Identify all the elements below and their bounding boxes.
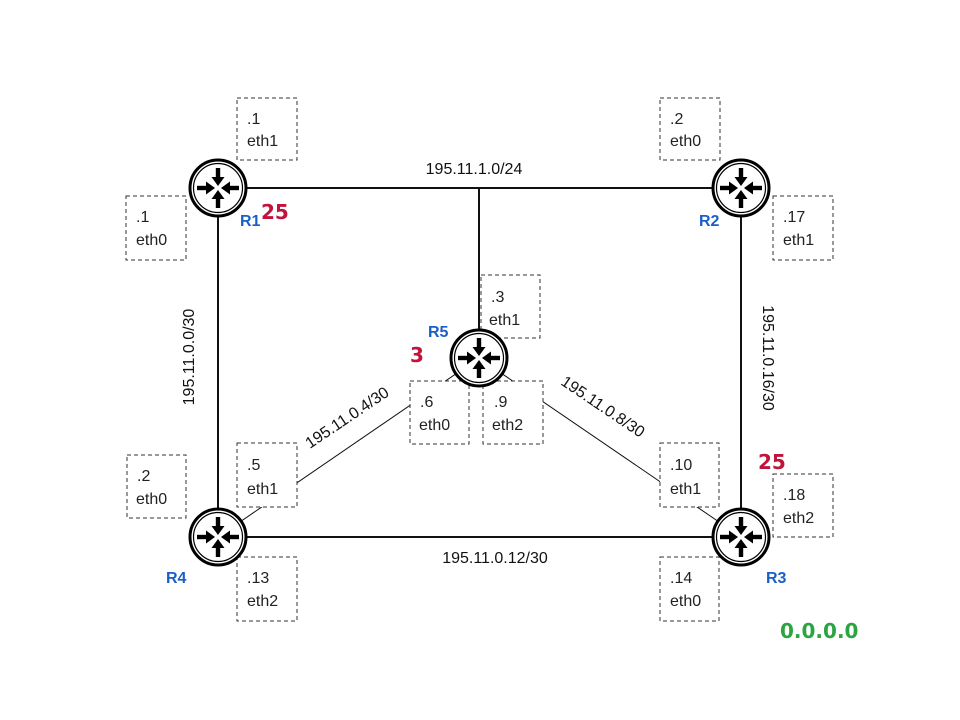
interface-name: eth1	[247, 481, 278, 498]
interface-box-r4-eth0: .2 eth0	[126, 454, 187, 519]
router-label: R4	[166, 570, 187, 587]
router-icon	[188, 507, 248, 567]
router-icon	[711, 158, 771, 218]
network-label-r4-r3: 195.11.0.12/30	[442, 550, 548, 567]
interface-box-r4-eth2: .13 eth2	[236, 556, 298, 622]
router-r3[interactable]: R3	[711, 507, 787, 587]
interface-name: eth1	[783, 232, 814, 249]
router-icon	[449, 328, 509, 388]
interface-name: eth0	[136, 491, 167, 508]
interface-addr: .18	[783, 487, 805, 504]
interface-addr: .1	[247, 111, 260, 128]
interface-addr: .14	[670, 570, 692, 587]
interface-name: eth0	[670, 593, 701, 610]
router-label: R1	[240, 213, 261, 230]
router-icon	[188, 158, 248, 218]
router-r1[interactable]: R1	[188, 158, 261, 230]
interface-name: eth1	[489, 312, 520, 329]
interface-box-r5-eth2: .9 eth2	[482, 380, 544, 445]
interface-name: eth1	[670, 481, 701, 498]
network-label-r2-r3: 195.11.0.16/30	[759, 305, 776, 411]
cost-label-r3: 25	[758, 450, 786, 474]
network-label-r1-r2-r5: 195.11.1.0/24	[426, 161, 523, 178]
router-label: R2	[699, 213, 720, 230]
network-label-r4-r5: 195.11.0.4/30	[303, 384, 393, 452]
router-label: R5	[428, 324, 449, 341]
interface-box-r2-eth1: .17 eth1	[772, 195, 834, 261]
interface-name: eth2	[247, 593, 278, 610]
interface-box-r1-eth1: .1 eth1	[236, 97, 298, 161]
router-r5[interactable]: R5	[428, 324, 509, 388]
interface-addr: .1	[136, 209, 149, 226]
interface-addr: .5	[247, 457, 260, 474]
interface-box-r5-eth1: .3 eth1	[480, 274, 541, 339]
interface-addr: .2	[670, 111, 683, 128]
interface-box-r2-eth0: .2 eth0	[659, 97, 721, 161]
router-r2[interactable]: R2	[699, 158, 771, 230]
interface-addr: .13	[247, 570, 269, 587]
network-label-r5-r3: 195.11.0.8/30	[558, 373, 648, 441]
interface-box-r3-eth1: .10 eth1	[659, 442, 720, 508]
interface-box-r1-eth0: .1 eth0	[125, 195, 187, 261]
interface-name: eth2	[783, 510, 814, 527]
interface-name: eth1	[247, 133, 278, 150]
router-id-label: 0.0.0.0	[780, 619, 858, 643]
router-label: R3	[766, 570, 787, 587]
interface-addr: .3	[491, 289, 504, 306]
router-r4[interactable]: R4	[166, 507, 248, 587]
interface-box-r3-eth2: .18 eth2	[772, 473, 834, 538]
interface-addr: .6	[420, 394, 433, 411]
interface-box-r4-eth1: .5 eth1	[236, 442, 298, 508]
interface-addr: .2	[137, 468, 150, 485]
interface-name: eth0	[419, 417, 450, 434]
interface-addr: .10	[670, 457, 692, 474]
cost-label-r5: 3	[410, 343, 424, 367]
interface-name: eth2	[492, 417, 523, 434]
cost-label-r1: 25	[261, 200, 289, 224]
interface-addr: .9	[494, 394, 507, 411]
interface-name: eth0	[136, 232, 167, 249]
interface-box-r3-eth0: .14 eth0	[659, 556, 720, 622]
router-icon	[711, 507, 771, 567]
interface-box-r5-eth0: .6 eth0	[409, 380, 470, 445]
interface-addr: .17	[783, 209, 805, 226]
interface-name: eth0	[670, 133, 701, 150]
network-label-r1-r4: 195.11.0.0/30	[181, 309, 198, 406]
